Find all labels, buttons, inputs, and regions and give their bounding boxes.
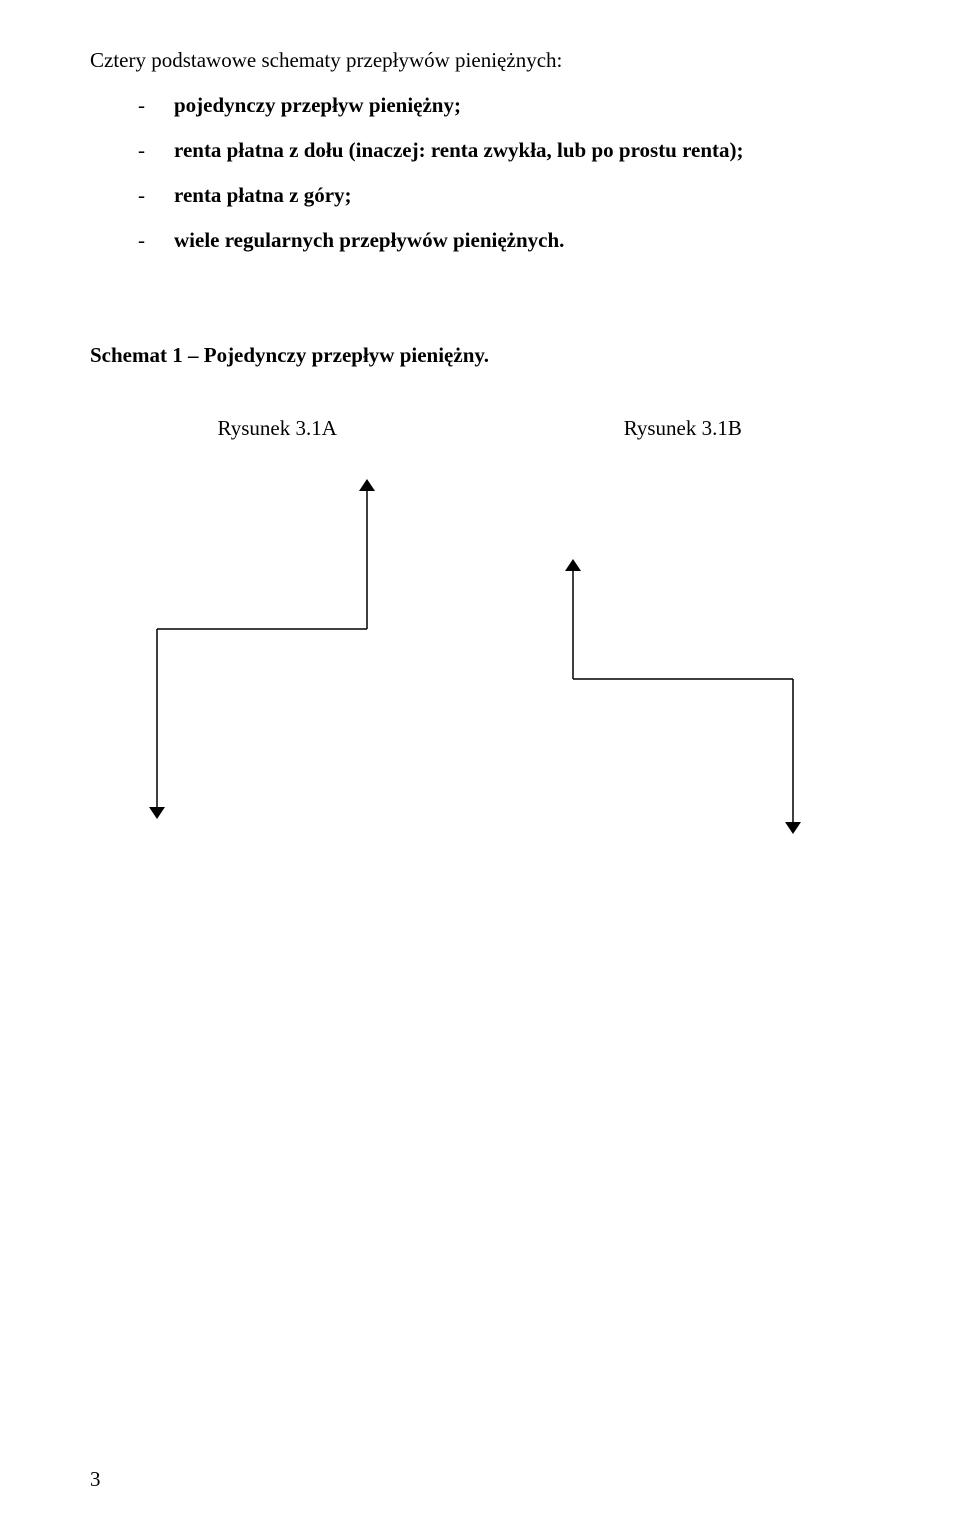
- figure-a-block: Rysunek 3.1A: [90, 416, 464, 839]
- schema-title: Schemat 1 – Pojedynczy przepływ pieniężn…: [90, 343, 870, 368]
- figure-b-diagram: [533, 479, 833, 839]
- page-number: 3: [90, 1467, 101, 1492]
- bullet-item: - pojedynczy przepływ pieniężny;: [138, 93, 870, 118]
- bullet-list: - pojedynczy przepływ pieniężny; - renta…: [138, 93, 870, 253]
- bullet-item: - renta płatna z dołu (inaczej: renta zw…: [138, 138, 870, 163]
- bullet-text: renta płatna z góry;: [174, 183, 352, 208]
- bullet-dash: -: [138, 183, 174, 208]
- figure-a-diagram: [127, 479, 427, 839]
- figure-b-label: Rysunek 3.1B: [496, 416, 870, 441]
- figure-a-label: Rysunek 3.1A: [90, 416, 464, 441]
- bullet-text: pojedynczy przepływ pieniężny;: [174, 93, 461, 118]
- bullet-text: wiele regularnych przepływów pieniężnych…: [174, 228, 564, 253]
- bullet-item: - wiele regularnych przepływów pieniężny…: [138, 228, 870, 253]
- bullet-item: - renta płatna z góry;: [138, 183, 870, 208]
- bullet-dash: -: [138, 228, 174, 253]
- intro-text: Cztery podstawowe schematy przepływów pi…: [90, 48, 870, 73]
- bullet-dash: -: [138, 138, 174, 163]
- figures-row: Rysunek 3.1A Rysunek 3.1B: [90, 416, 870, 839]
- bullet-text: renta płatna z dołu (inaczej: renta zwyk…: [174, 138, 744, 163]
- figure-b-block: Rysunek 3.1B: [496, 416, 870, 839]
- bullet-dash: -: [138, 93, 174, 118]
